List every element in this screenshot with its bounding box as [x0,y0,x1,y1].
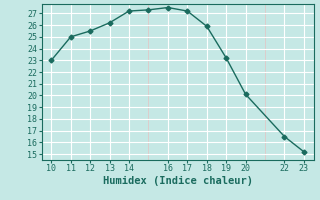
X-axis label: Humidex (Indice chaleur): Humidex (Indice chaleur) [103,176,252,186]
